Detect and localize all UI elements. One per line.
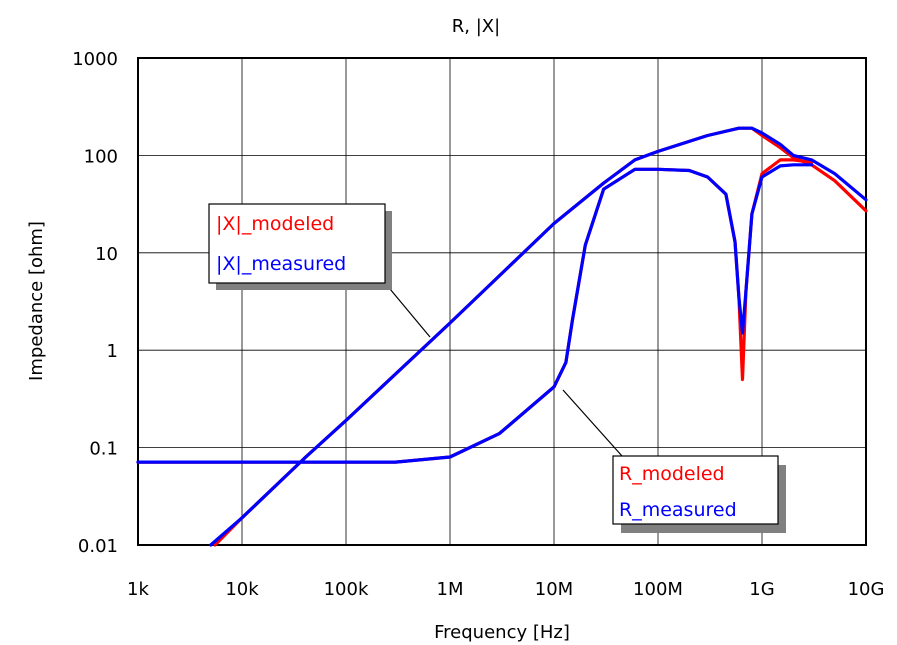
y-tick-label: 10 — [95, 244, 118, 265]
legend-x-measured: |X|_measured — [216, 253, 346, 275]
x-tick-label: 1M — [437, 579, 464, 600]
y-tick-label: 100 — [84, 146, 118, 167]
series-layer — [136, 126, 868, 547]
chart-title: R, |X| — [452, 16, 500, 37]
legend-x-box — [208, 203, 386, 284]
series-line-r-measured — [136, 163, 814, 464]
legend-x: |X|_modeled |X|_measured — [208, 203, 392, 290]
x-axis-title: Frequency [Hz] — [434, 622, 570, 643]
x-tick-label: 10k — [225, 579, 259, 600]
y-tick-label: 0.01 — [78, 536, 118, 557]
y-axis-title: Impedance [ohm] — [26, 221, 47, 381]
legend-x-modeled: |X|_modeled — [216, 213, 334, 235]
y-tick-label: 1 — [107, 341, 118, 362]
x-tick-labels: 1k 10k 100k 1M 10M 100M 1G 10G — [127, 579, 884, 600]
x-tick-label: 100k — [324, 579, 369, 600]
x-tick-label: 1G — [749, 579, 774, 600]
series-line-x-measured — [209, 126, 868, 547]
x-tick-label: 10G — [848, 579, 885, 600]
plot-frame — [137, 57, 867, 546]
grid — [138, 58, 866, 545]
x-legend-leader — [384, 282, 431, 338]
x-tick-label: 10M — [535, 579, 573, 600]
y-tick-label: 1000 — [72, 49, 118, 70]
x-tick-label: 100M — [633, 579, 683, 600]
legend-r: R_modeled R_measured — [612, 455, 786, 533]
legend-r-modeled: R_modeled — [619, 463, 725, 485]
y-tick-labels: 0.01 0.1 1 10 100 1000 — [72, 49, 118, 557]
y-tick-label: 0.1 — [89, 439, 118, 460]
r-legend-leader — [562, 389, 623, 457]
legend-r-measured: R_measured — [619, 499, 737, 521]
x-tick-label: 1k — [127, 579, 149, 600]
legend-r-box — [612, 455, 779, 525]
